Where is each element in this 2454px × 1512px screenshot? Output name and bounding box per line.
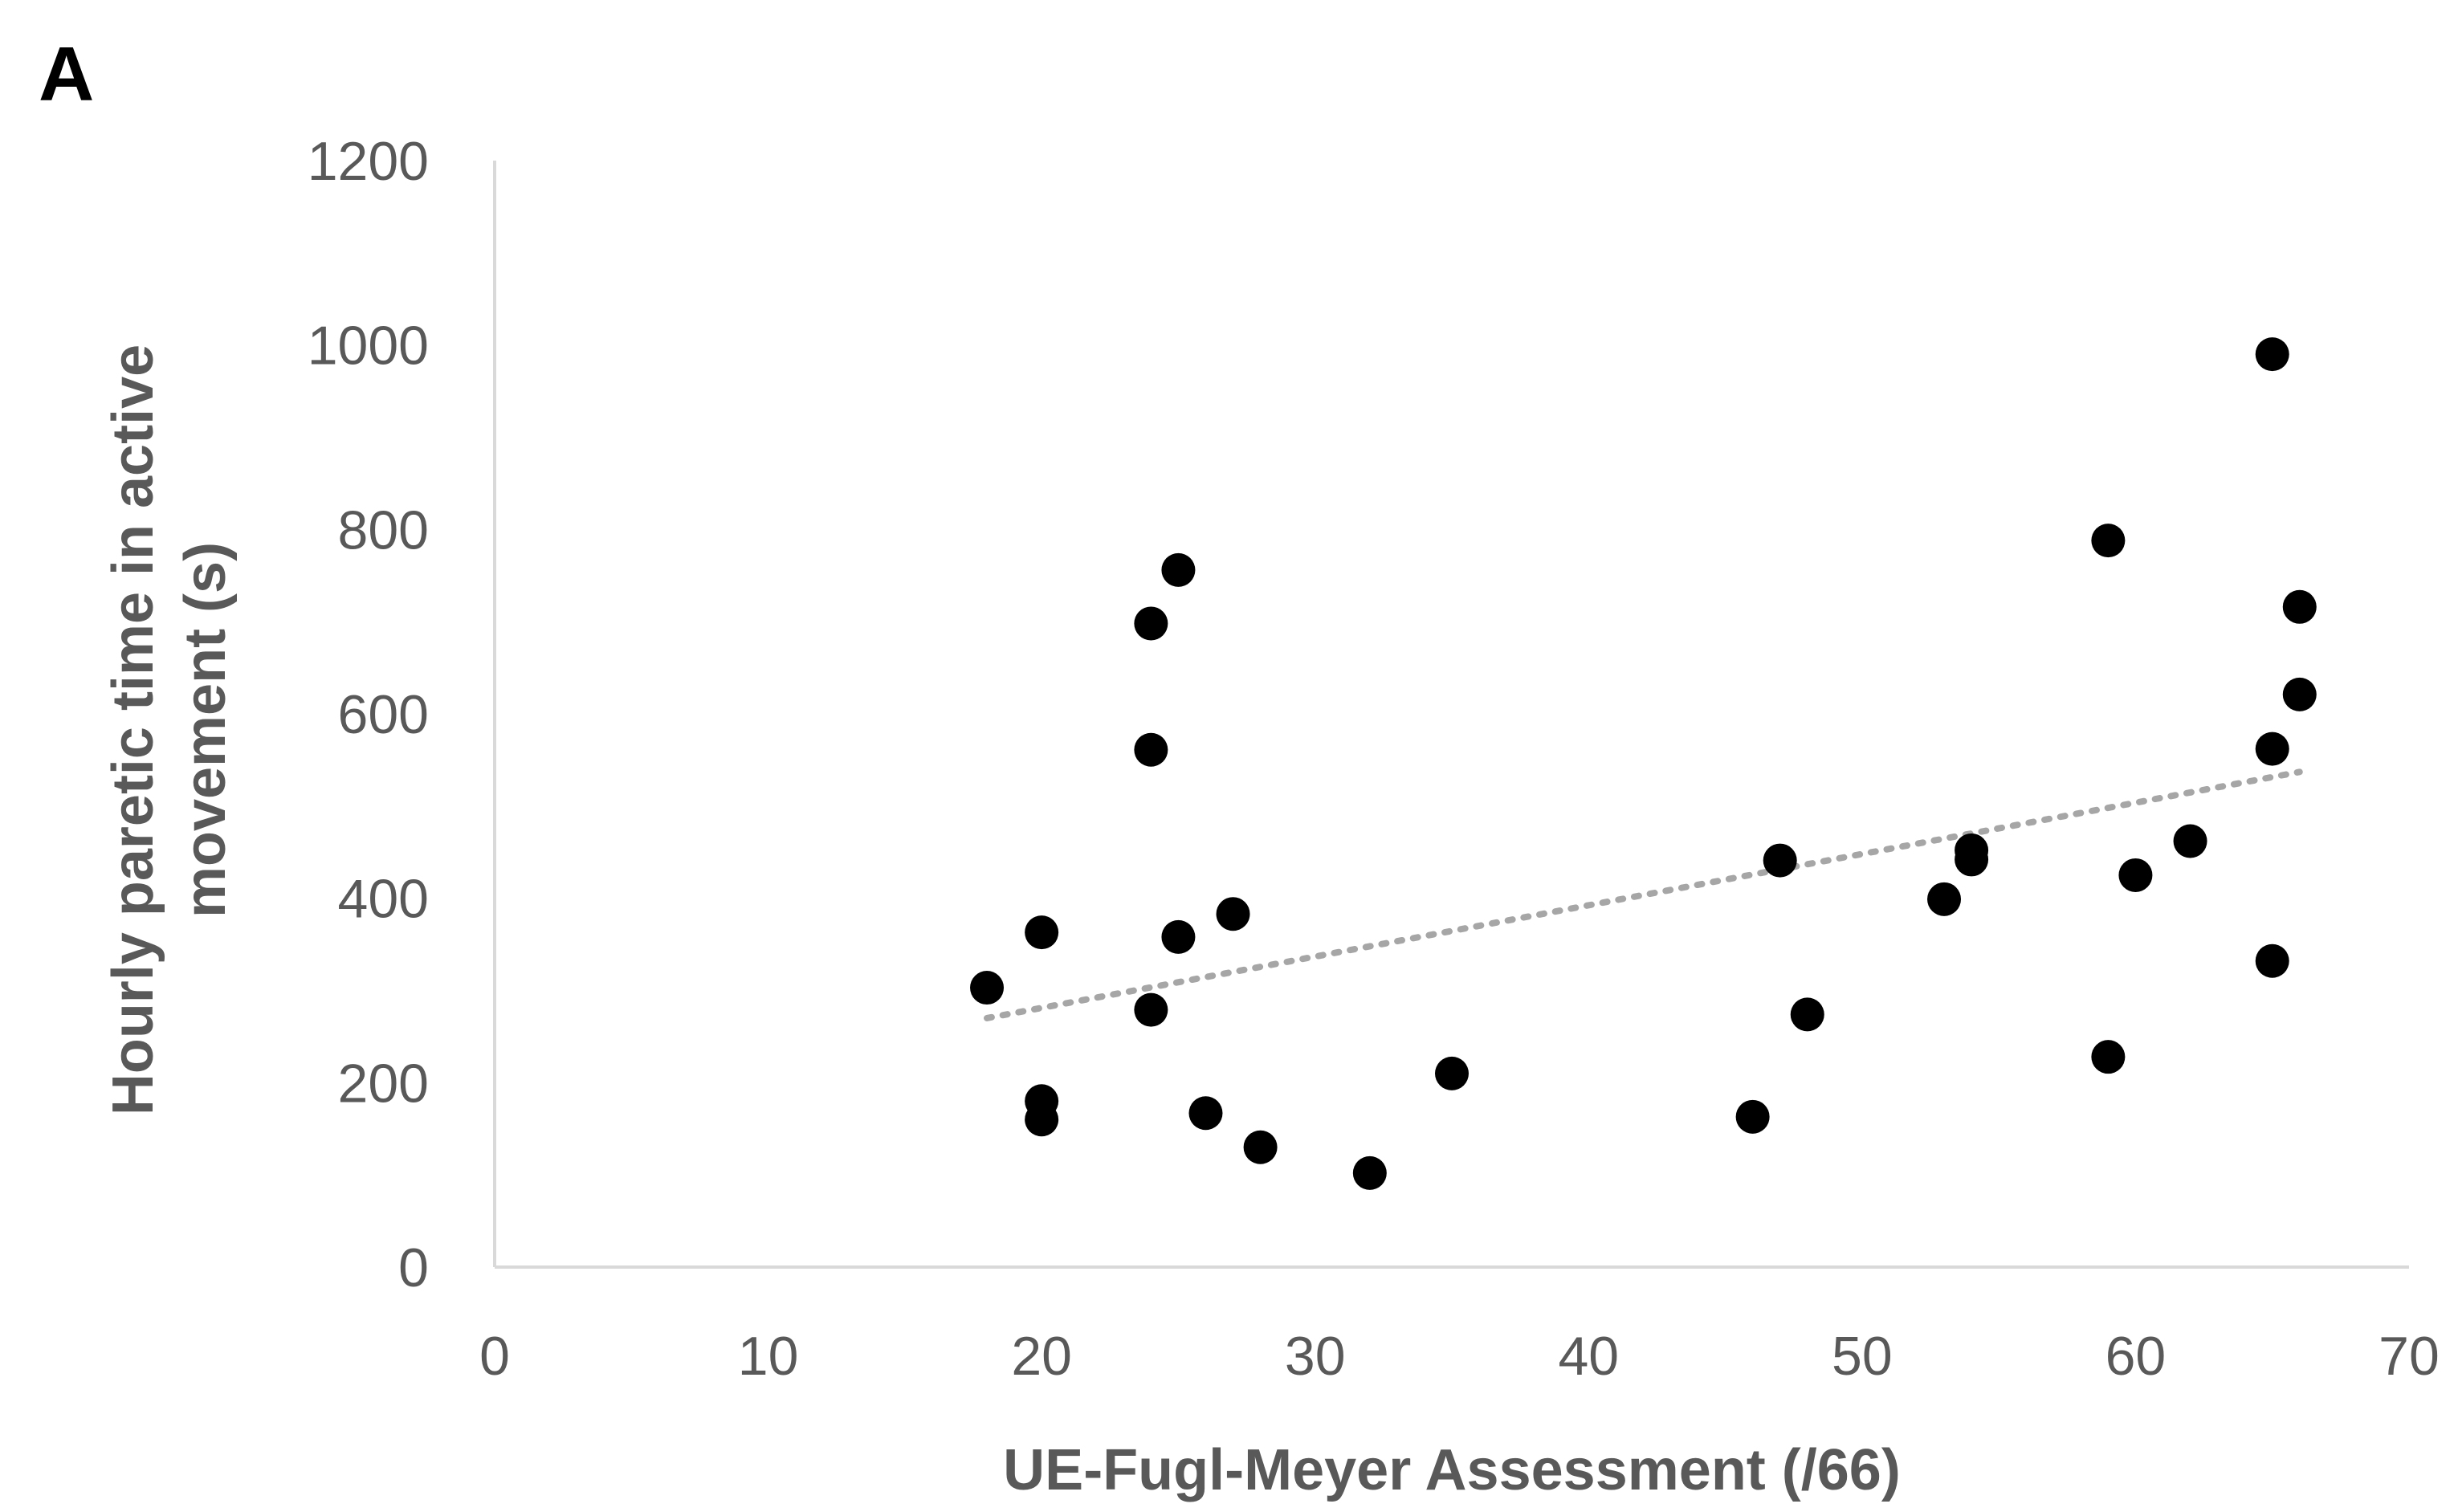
y-axis-title-line-2: movement (s) [173, 542, 238, 918]
y-tick-label: 0 [398, 1237, 429, 1298]
data-point [1735, 1099, 1770, 1134]
y-tick-labels: 0 200 400 600 800 1000 1200 [308, 131, 429, 1298]
data-point [1352, 1155, 1387, 1190]
x-tick-label: 0 [479, 1326, 510, 1387]
x-tick-label: 30 [1285, 1326, 1346, 1387]
data-point [1955, 842, 1989, 877]
x-tick-label: 70 [2379, 1326, 2440, 1387]
x-tick-label: 10 [738, 1326, 799, 1387]
data-points [970, 337, 2317, 1190]
data-point [1763, 843, 1797, 878]
x-tick-label: 60 [2105, 1326, 2167, 1387]
data-point [2173, 824, 2207, 858]
data-point [1188, 1096, 1223, 1131]
x-tick-label: 50 [1832, 1326, 1893, 1387]
data-point [970, 971, 1005, 1005]
data-point [1025, 1102, 1059, 1137]
data-point [1134, 732, 1168, 767]
x-tick-label: 40 [1558, 1326, 1619, 1387]
y-tick-label: 800 [338, 499, 429, 560]
data-point [2091, 524, 2126, 558]
trendline [984, 768, 2303, 1021]
data-point [2091, 1040, 2126, 1074]
data-point [2255, 943, 2289, 978]
data-point [2118, 858, 2153, 892]
data-point [1435, 1056, 1469, 1090]
x-axis-title: UE-Fugl-Meyer Assessment (/66) [1003, 1438, 1901, 1502]
x-tick-labels: 0 10 20 30 40 50 60 70 [479, 1326, 2440, 1387]
data-point [1161, 552, 1196, 587]
data-point [1216, 897, 1250, 931]
data-point [2282, 589, 2317, 624]
y-tick-label: 200 [338, 1053, 429, 1114]
y-tick-label: 1000 [308, 316, 429, 377]
data-point [2255, 732, 2289, 766]
data-point [1134, 606, 1168, 641]
data-point [1134, 992, 1168, 1027]
data-point [1790, 997, 1824, 1032]
data-point [1243, 1130, 1278, 1164]
y-tick-label: 1200 [308, 131, 429, 192]
data-point [1927, 882, 1962, 916]
data-point [1161, 919, 1196, 954]
y-tick-label: 600 [338, 684, 429, 745]
data-point [2255, 337, 2289, 372]
data-point [2282, 677, 2317, 711]
y-axis-title: Hourly paretic time in active movement (… [101, 344, 238, 1115]
panel-letter: A [39, 31, 94, 117]
y-axis-title-line-1: Hourly paretic time in active [101, 344, 165, 1115]
y-tick-label: 400 [338, 869, 429, 930]
x-tick-label: 20 [1011, 1326, 1072, 1387]
data-point [1025, 915, 1059, 950]
